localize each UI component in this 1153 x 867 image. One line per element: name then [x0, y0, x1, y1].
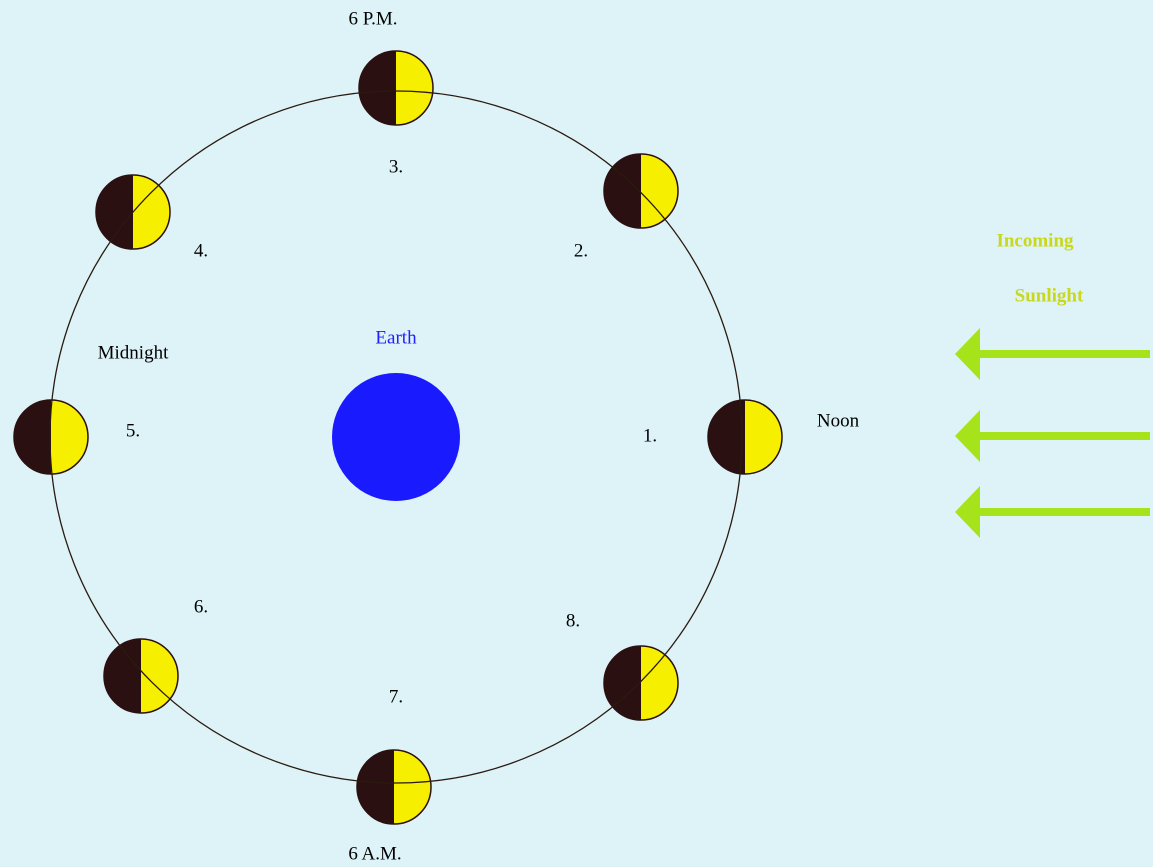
moon — [604, 154, 678, 228]
arrow-shaft — [975, 350, 1150, 358]
label-6am: 6 A.M. — [348, 843, 401, 864]
moon — [604, 646, 678, 720]
position-label: 4. — [194, 240, 208, 261]
moon — [708, 400, 782, 474]
moon — [359, 51, 433, 125]
moon — [357, 750, 431, 824]
position-label: 2. — [574, 240, 588, 261]
sunlight-label: Sunlight — [1015, 285, 1084, 306]
position-label: 7. — [389, 686, 403, 707]
sunlight-label: Incoming — [996, 230, 1074, 251]
arrow-shaft — [975, 432, 1150, 440]
position-label: 1. — [643, 425, 657, 446]
position-label: 6. — [194, 596, 208, 617]
position-label: 5. — [126, 420, 140, 441]
arrow-shaft — [975, 508, 1150, 516]
label-noon: Noon — [817, 410, 860, 431]
moon-phases-diagram: Earth 6 P.M. 6 A.M. Noon Midnight 1. 2. … — [0, 0, 1153, 867]
label-midnight: Midnight — [98, 342, 169, 363]
label-6pm: 6 P.M. — [348, 8, 397, 29]
earth — [332, 373, 460, 501]
position-label: 3. — [389, 156, 403, 177]
moon — [104, 639, 178, 713]
position-label: 8. — [566, 610, 580, 631]
earth-label: Earth — [375, 327, 417, 348]
